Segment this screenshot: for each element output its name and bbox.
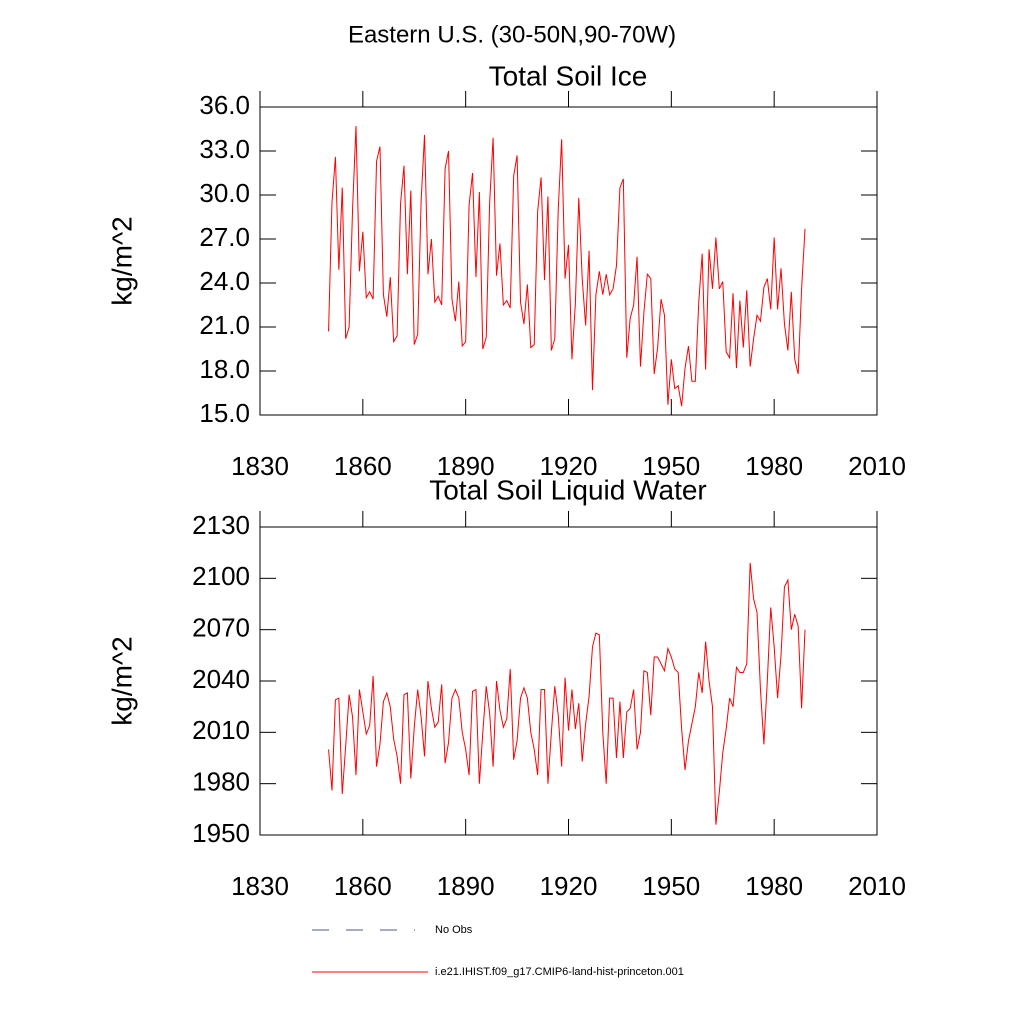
y-tick-label: 24.0 (199, 266, 250, 296)
y-tick-label: 2070 (192, 613, 250, 643)
y-tick-label: 2100 (192, 561, 250, 591)
y-tick-label: 36.0 (199, 90, 250, 120)
data-line (328, 126, 806, 407)
legend-label: i.e21.IHIST.f09_g17.CMIP6-land-hist-prin… (435, 966, 684, 978)
y-tick-label: 15.0 (199, 398, 250, 428)
x-tick-label: 1920 (540, 451, 598, 481)
x-tick-label: 1890 (437, 451, 495, 481)
data-line (328, 562, 806, 825)
y-tick-label: 2130 (192, 510, 250, 540)
figure-title: Eastern U.S. (30-50N,90-70W) (348, 21, 676, 48)
y-tick-label: 1950 (192, 818, 250, 848)
x-tick-label: 1890 (437, 871, 495, 901)
y-tick-label: 21.0 (199, 310, 250, 340)
x-tick-label: 1950 (642, 871, 700, 901)
y-tick-label: 30.0 (199, 178, 250, 208)
chart-title: Total Soil Ice (489, 60, 648, 91)
y-tick-label: 18.0 (199, 354, 250, 384)
x-tick-label: 2010 (848, 871, 906, 901)
y-tick-label: 33.0 (199, 134, 250, 164)
x-tick-label: 1980 (745, 451, 803, 481)
y-tick-label: 27.0 (199, 222, 250, 252)
y-tick-label: 1980 (192, 767, 250, 797)
x-tick-label: 1830 (231, 451, 289, 481)
x-tick-label: 1950 (642, 451, 700, 481)
y-tick-label: 2010 (192, 715, 250, 745)
chart-title: Total Soil Liquid Water (429, 474, 707, 505)
x-tick-label: 1920 (540, 871, 598, 901)
y-tick-label: 2040 (192, 664, 250, 694)
legend-label: No Obs (435, 924, 473, 936)
x-tick-label: 1860 (334, 871, 392, 901)
x-tick-label: 1980 (745, 871, 803, 901)
x-tick-label: 2010 (848, 451, 906, 481)
x-tick-label: 1830 (231, 871, 289, 901)
y-axis-label: kg/m^2 (106, 636, 137, 725)
x-tick-label: 1860 (334, 451, 392, 481)
y-axis-label: kg/m^2 (106, 216, 137, 305)
